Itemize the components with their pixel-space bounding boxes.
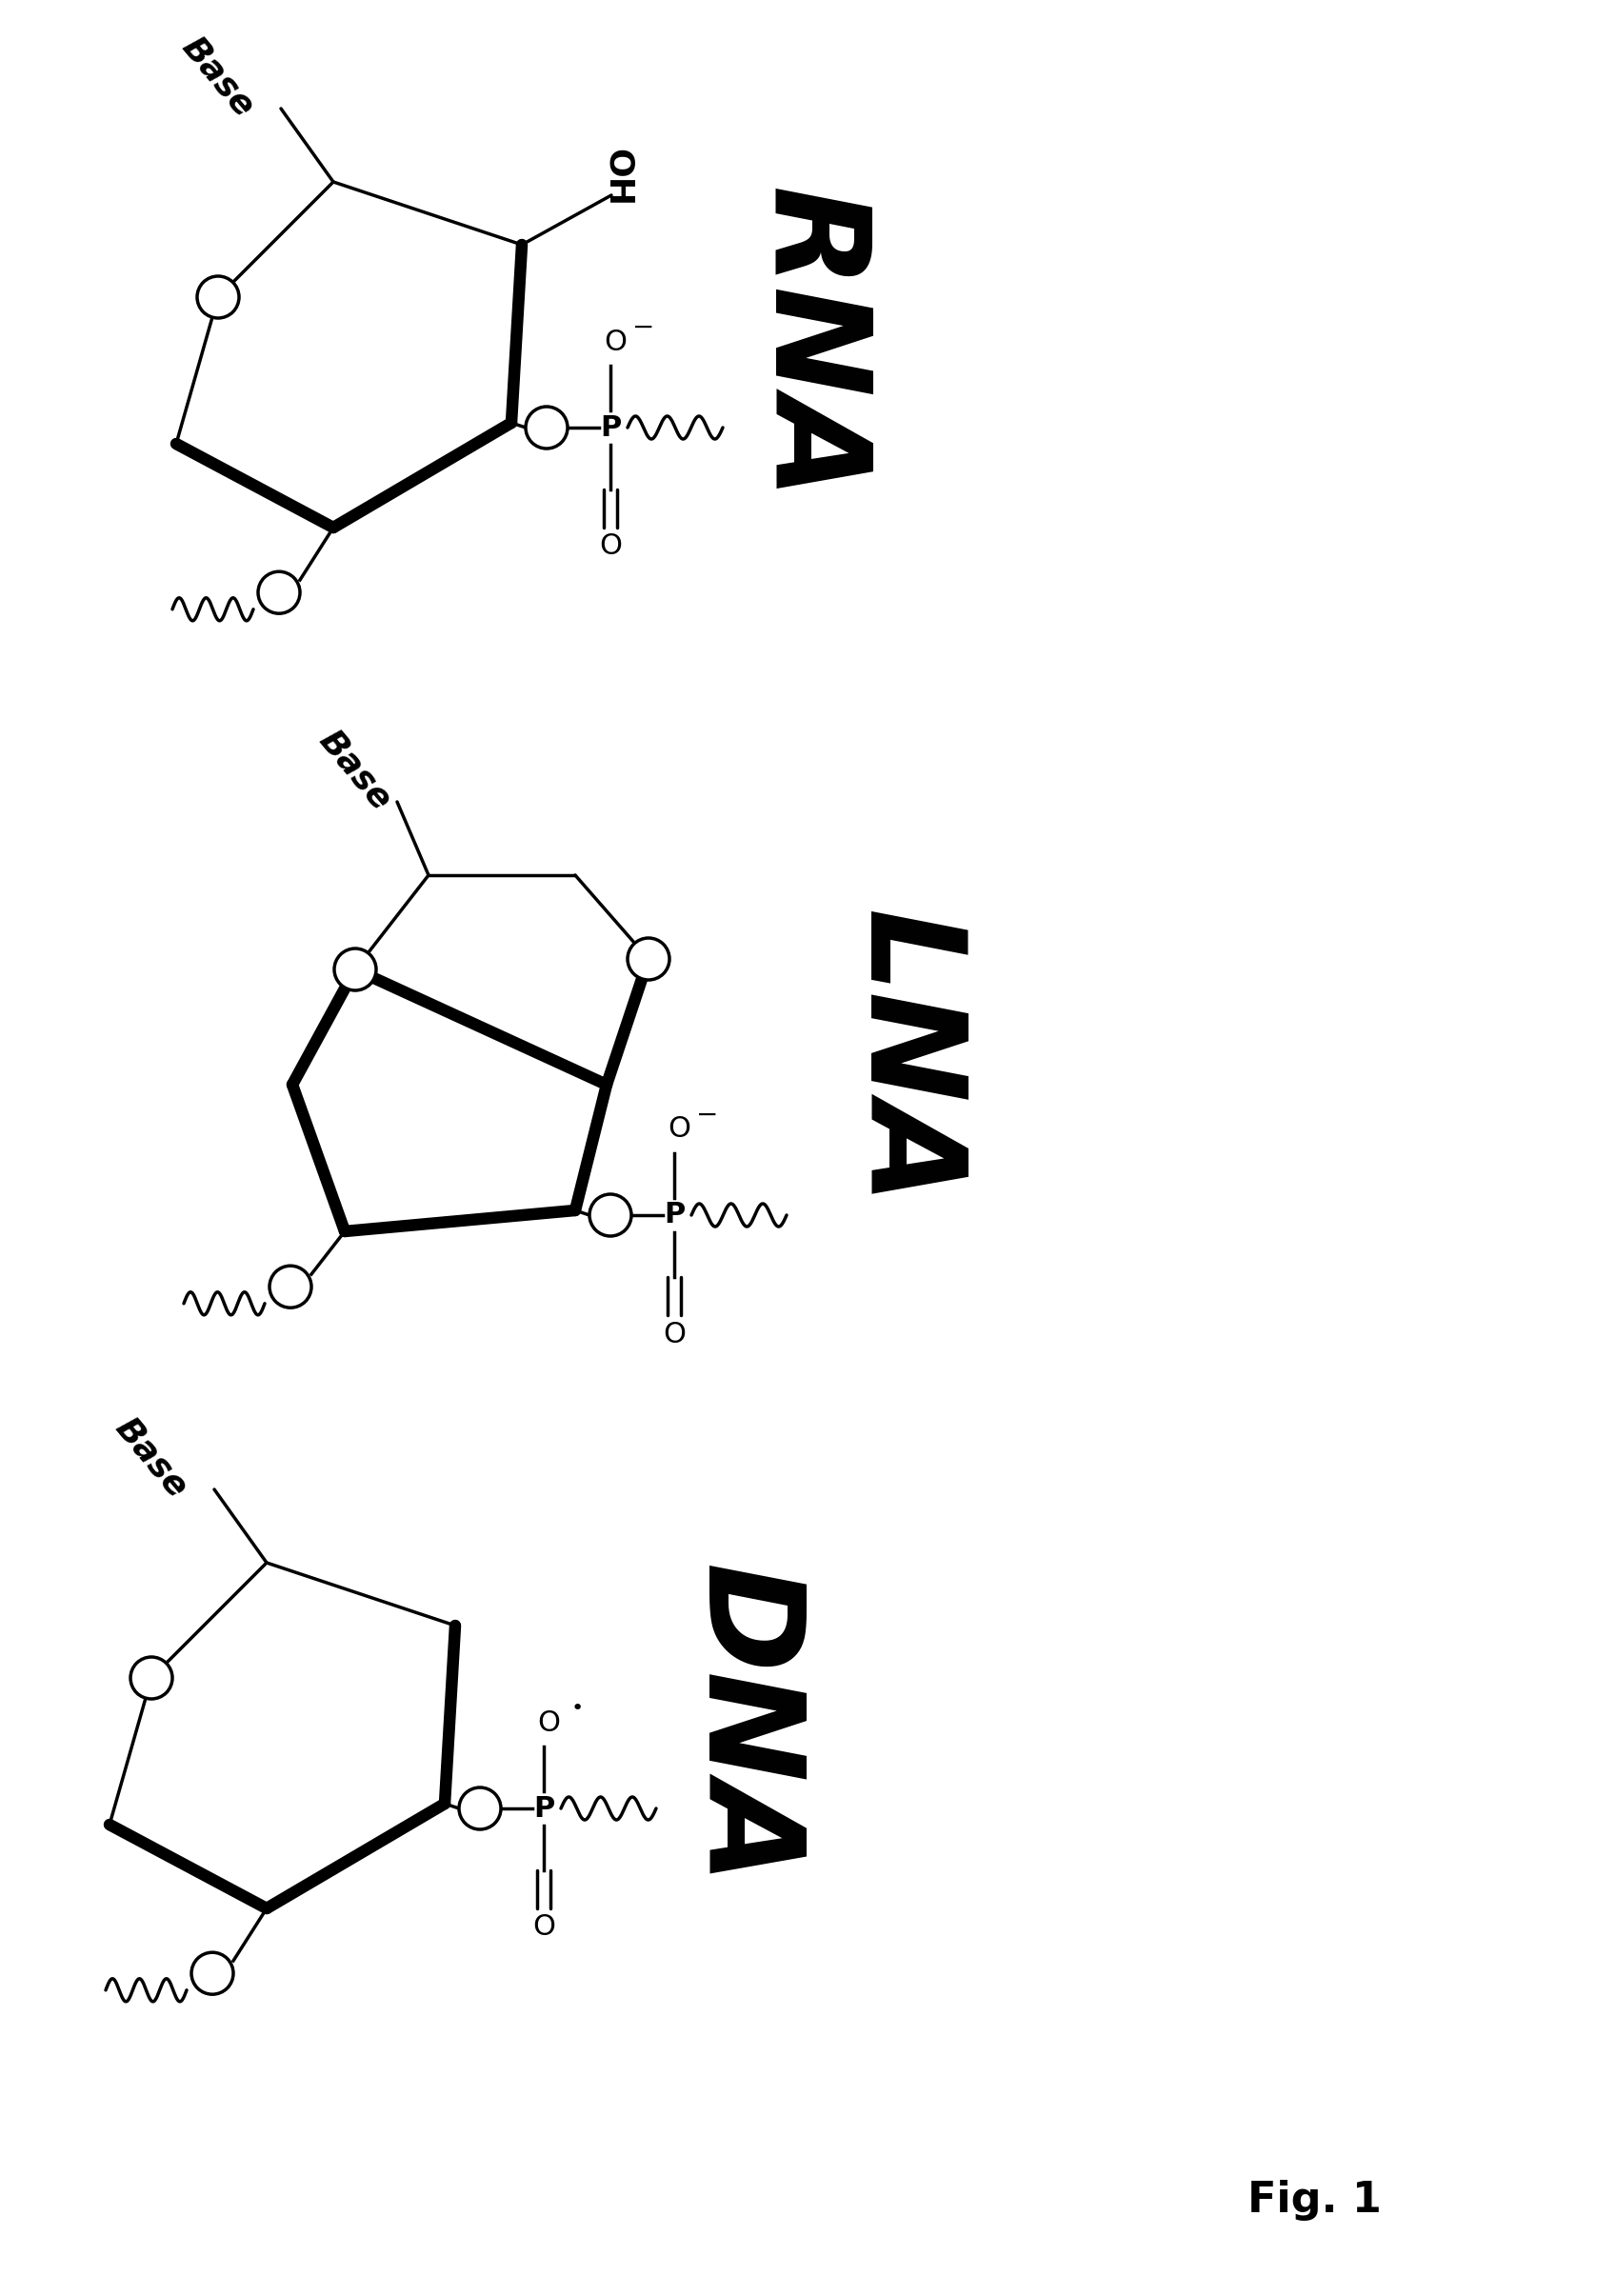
Circle shape (259, 572, 299, 613)
Text: O: O (663, 1320, 686, 1348)
Circle shape (526, 406, 568, 448)
Text: O: O (668, 1116, 690, 1143)
Text: P: P (600, 413, 621, 441)
Circle shape (131, 1658, 173, 1699)
Text: Base: Base (312, 723, 398, 817)
Text: DNA: DNA (678, 1564, 807, 1885)
Text: −: − (632, 315, 655, 340)
Text: O: O (603, 328, 626, 356)
Text: P: P (534, 1795, 555, 1823)
Text: Fig. 1: Fig. 1 (1247, 2181, 1381, 2220)
Circle shape (335, 948, 375, 990)
Text: O: O (598, 533, 621, 560)
Text: OH: OH (602, 149, 634, 207)
Circle shape (191, 1952, 233, 1995)
Text: −: − (695, 1102, 718, 1127)
Text: •: • (571, 1699, 584, 1717)
Text: O: O (532, 1913, 555, 1940)
Text: P: P (663, 1201, 684, 1228)
Text: Base: Base (176, 32, 260, 124)
Circle shape (627, 939, 669, 980)
Circle shape (589, 1194, 631, 1235)
Text: Base: Base (108, 1412, 194, 1504)
Text: O: O (537, 1708, 559, 1736)
Circle shape (270, 1265, 310, 1309)
Text: LNA: LNA (839, 909, 969, 1208)
Circle shape (197, 276, 239, 319)
Text: RNA: RNA (745, 186, 873, 501)
Circle shape (459, 1789, 501, 1830)
